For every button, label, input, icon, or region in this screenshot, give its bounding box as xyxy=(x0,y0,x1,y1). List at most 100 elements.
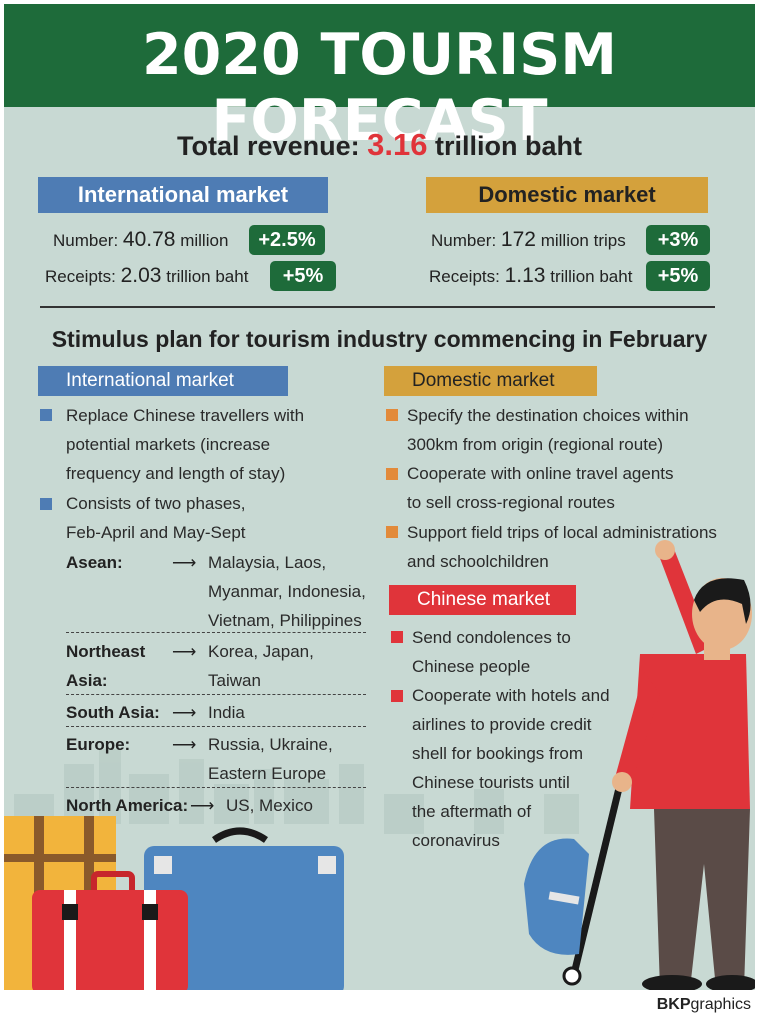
title-banner: 2020 TOURISM FORECAST xyxy=(4,4,755,154)
country-line: Malaysia, Laos, xyxy=(208,553,327,572)
stimulus-plan-title: Stimulus plan for tourism industry comme… xyxy=(51,326,708,352)
dashed-separator xyxy=(66,632,366,633)
total-revenue-value: 3.16 xyxy=(367,127,428,162)
international-number-label: Number: xyxy=(53,231,119,250)
region-countries-south-asia: India xyxy=(208,703,245,722)
domestic-receipts-change-badge: +5% xyxy=(646,261,710,291)
stimulus-international-heading: International market xyxy=(38,366,288,396)
bullet-line: Chinese tourists until xyxy=(412,773,570,792)
orange-bullet-icon xyxy=(386,468,398,480)
bullet-line: and schoolchildren xyxy=(407,552,549,571)
international-number-unit: million xyxy=(180,231,229,250)
international-number-value: 40.78 xyxy=(122,228,176,251)
traveller-illustration xyxy=(524,540,755,990)
bullet-line: potential markets (increase xyxy=(66,435,271,454)
bullet-line: to sell cross-regional routes xyxy=(407,493,615,512)
international-receipts-change-badge: +5% xyxy=(270,261,336,291)
country-line: Russia, Ukraine, xyxy=(208,735,333,754)
bullet-line: Feb-April and May-Sept xyxy=(66,523,246,542)
region-label-northeast-asia: Northeast Asia: xyxy=(66,637,145,695)
domestic-number: Number: 172 million trips xyxy=(431,228,626,252)
international-number-change-badge: +2.5% xyxy=(249,225,325,255)
page-title: 2020 TOURISM FORECAST xyxy=(142,22,617,154)
arrow-right-icon: ⟶ xyxy=(172,553,197,572)
bullet-line: Chinese people xyxy=(412,657,531,676)
stimulus-chinese-bullet-1: Send condolences to Chinese people xyxy=(412,623,571,681)
country-line: Korea, Japan, xyxy=(208,642,314,661)
stimulus-domestic-heading: Domestic market xyxy=(384,366,597,396)
domestic-receipts-value: 1.13 xyxy=(504,264,546,287)
arrow-right-icon: ⟶ xyxy=(172,642,197,661)
bullet-line: Cooperate with online travel agents xyxy=(407,464,674,483)
domestic-receipts-unit: trillion baht xyxy=(550,267,633,286)
domestic-number-change-badge: +3% xyxy=(646,225,710,255)
region-label-europe: Europe: xyxy=(66,735,131,754)
bullet-line: airlines to provide credit xyxy=(412,715,592,734)
red-suitcase xyxy=(32,871,188,990)
bullet-line: shell for bookings from xyxy=(412,744,584,763)
bullet-line: Consists of two phases, xyxy=(66,494,246,513)
region-countries-northeast-asia: Korea, Japan, Taiwan xyxy=(208,637,314,695)
stimulus-chinese-bullet-2: Cooperate with hotels and airlines to pr… xyxy=(412,681,610,855)
domestic-receipts-label: Receipts: xyxy=(429,267,500,286)
bullet-line: Replace Chinese travellers with xyxy=(66,406,305,425)
domestic-number-label: Number: xyxy=(431,231,497,250)
dashed-separator xyxy=(66,726,366,727)
city-skyline xyxy=(14,749,579,834)
region-label-line: Asia: xyxy=(66,671,108,690)
stimulus-international-bullet-2: Consists of two phases, Feb-April and Ma… xyxy=(66,489,246,547)
region-label-south-asia: South Asia: xyxy=(66,703,160,722)
background-illustration xyxy=(4,540,755,990)
arrow-right-icon: ⟶ xyxy=(190,796,215,815)
credit-bold: BKP xyxy=(656,996,691,1013)
bullet-line: Specify the destination choices within xyxy=(407,406,689,425)
total-revenue-label: Total revenue: xyxy=(177,131,360,161)
dashed-separator xyxy=(66,787,366,788)
stimulus-domestic-bullet-2: Cooperate with online travel agents to s… xyxy=(407,459,674,517)
arrow-right-icon: ⟶ xyxy=(172,703,197,722)
country-line: Myanmar, Indonesia, xyxy=(208,582,366,601)
domestic-number-unit: million trips xyxy=(540,231,626,250)
region-label-north-america: North America: xyxy=(66,796,189,815)
credit-rest: graphics xyxy=(690,996,751,1013)
region-label-line: Northeast xyxy=(66,642,146,661)
orange-bullet-icon xyxy=(386,526,398,538)
dashed-separator xyxy=(66,694,366,695)
country-line: Vietnam, Philippines xyxy=(208,611,362,630)
stimulus-international-bullet-1: Replace Chinese travellers with potentia… xyxy=(66,401,304,488)
bullet-line: the aftermath of xyxy=(412,802,532,821)
bullet-line: frequency and length of stay) xyxy=(66,464,286,483)
region-countries-north-america: US, Mexico xyxy=(226,796,313,815)
orange-bullet-icon xyxy=(386,409,398,421)
stimulus-domestic-bullet-3: Support field trips of local administrat… xyxy=(407,518,717,576)
domestic-market-heading: Domestic market xyxy=(426,177,708,213)
bullet-line: 300km from origin (regional route) xyxy=(407,435,664,454)
stimulus-domestic-bullet-1: Specify the destination choices within 3… xyxy=(407,401,689,459)
domestic-receipts: Receipts: 1.13 trillion baht xyxy=(429,264,632,288)
country-line: Taiwan xyxy=(208,671,261,690)
bullet-line: Support field trips of local administrat… xyxy=(407,523,717,542)
international-receipts-value: 2.03 xyxy=(120,264,162,287)
total-revenue: Total revenue: 3.16 trillion baht xyxy=(4,127,755,163)
international-receipts-label: Receipts: xyxy=(45,267,116,286)
international-receipts: Receipts: 2.03 trillion baht xyxy=(45,264,248,288)
international-number: Number: 40.78 million xyxy=(53,228,228,252)
blue-bullet-icon xyxy=(40,498,52,510)
stimulus-chinese-heading: Chinese market xyxy=(389,585,576,615)
blue-suitcase xyxy=(144,827,344,990)
total-revenue-unit: trillion baht xyxy=(434,131,582,161)
international-receipts-unit: trillion baht xyxy=(166,267,249,286)
bullet-line: Cooperate with hotels and xyxy=(412,686,610,705)
infographic: 2020 TOURISM FORECAST Total revenue: 3.1… xyxy=(4,4,755,990)
blue-bullet-icon xyxy=(40,409,52,421)
publisher-credit: BKPgraphics xyxy=(657,996,751,1014)
section-divider xyxy=(40,306,715,308)
bullet-line: Send condolences to xyxy=(412,628,571,647)
arrow-right-icon: ⟶ xyxy=(172,735,197,754)
domestic-number-value: 172 xyxy=(500,228,536,251)
region-countries-europe: Russia, Ukraine, Eastern Europe xyxy=(208,730,333,788)
red-bullet-icon xyxy=(391,690,403,702)
red-bullet-icon xyxy=(391,631,403,643)
region-countries-asean: Malaysia, Laos, Myanmar, Indonesia, Viet… xyxy=(208,548,366,635)
country-line: Eastern Europe xyxy=(208,764,327,783)
